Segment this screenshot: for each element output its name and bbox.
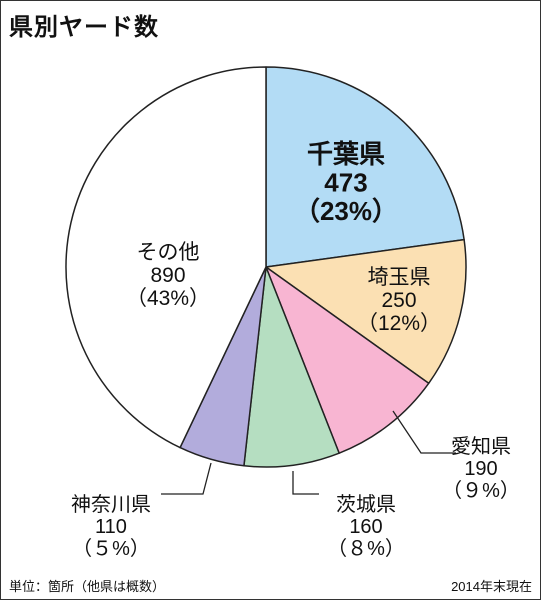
slice-6-wedge: [65, 66, 267, 449]
unit-note: 単位：箇所（他県は概数）: [9, 579, 166, 594]
slice-2-label: 埼玉県: [368, 266, 431, 289]
slice-2-wedge: [265, 238, 467, 385]
slice-2-value: 250: [381, 289, 416, 312]
slice-4-value: 160: [349, 516, 382, 538]
slice-3-percent: （９%）: [442, 479, 520, 502]
slice-3-label: 愛知県: [451, 435, 511, 458]
slice-4-wedge: [243, 266, 340, 468]
slice-6-percent: （43%）: [126, 287, 210, 310]
chart-title: 県別ヤード数: [9, 14, 159, 41]
slice-6-value: 890: [150, 264, 185, 287]
slice-3-value: 190: [464, 458, 497, 480]
slice-1-label: 千葉県: [307, 139, 385, 169]
slice-6-label: その他: [137, 241, 200, 264]
slice-3-wedge: [265, 266, 430, 454]
slice-4-percent: （８%）: [327, 537, 405, 560]
slice-4-leader-line: [292, 471, 319, 495]
as-of-date: 2014年末現在: [451, 579, 532, 594]
slice-5-leader-line: [161, 462, 212, 495]
slice-1-value: 473: [324, 168, 367, 198]
slice-4-label: 茨城県: [336, 493, 396, 516]
slice-5-label: 神奈川県: [71, 493, 151, 516]
slice-1-percent: （23%）: [294, 196, 398, 226]
slice-3-leader-line: [392, 410, 456, 454]
slice-5-percent: （５%）: [72, 537, 150, 560]
slice-2-percent: （12%）: [357, 312, 441, 335]
slice-1-wedge: [265, 66, 465, 268]
slice-5-value: 110: [95, 516, 127, 538]
